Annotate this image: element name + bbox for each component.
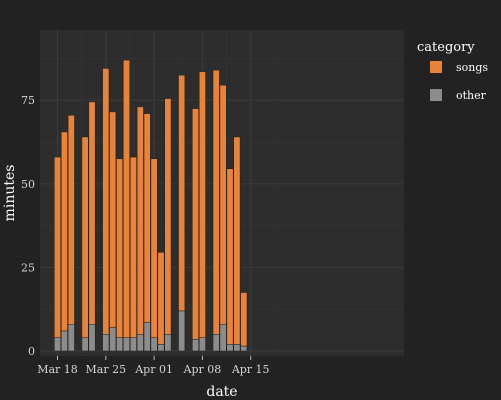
bar-songs[interactable] xyxy=(198,71,206,338)
legend-label-songs[interactable]: songs xyxy=(456,61,488,74)
bar-other[interactable] xyxy=(109,327,117,352)
bar-other[interactable] xyxy=(226,344,234,352)
bar-songs[interactable] xyxy=(212,69,220,335)
y-tick-label: 75 xyxy=(21,94,35,107)
bar-other[interactable] xyxy=(219,324,227,352)
bar-songs[interactable] xyxy=(157,252,165,345)
bar-other[interactable] xyxy=(212,334,220,352)
bar-songs[interactable] xyxy=(60,131,68,332)
bar-songs[interactable] xyxy=(219,84,227,325)
legend-title: category xyxy=(417,40,475,55)
bar-other[interactable] xyxy=(60,330,68,352)
bar-other[interactable] xyxy=(116,337,124,352)
bar-songs[interactable] xyxy=(67,115,75,325)
bar-songs[interactable] xyxy=(240,292,248,347)
bar-other[interactable] xyxy=(164,334,172,352)
bar-songs[interactable] xyxy=(54,156,61,338)
x-tick-label: Apr 08 xyxy=(183,363,222,376)
x-tick-label: Mar 18 xyxy=(37,363,78,376)
bar-songs[interactable] xyxy=(116,158,124,338)
bar-other[interactable] xyxy=(54,337,61,352)
bar-other[interactable] xyxy=(88,324,96,352)
bar-other[interactable] xyxy=(67,324,75,352)
tick-labels: 0 25 50 75 Mar 18 Mar 25 Apr 01 Apr 08 Apr 15 xyxy=(21,94,270,376)
bar-songs[interactable] xyxy=(81,136,89,338)
legend: category songs other xyxy=(417,40,488,102)
y-axis-title: minutes xyxy=(2,165,18,222)
bar-other[interactable] xyxy=(81,337,89,352)
bar-other[interactable] xyxy=(150,337,158,352)
bar-other[interactable] xyxy=(178,310,186,352)
bar-other[interactable] xyxy=(240,345,248,352)
bar-songs[interactable] xyxy=(233,136,241,345)
x-axis-title: date xyxy=(206,384,237,400)
bar-other[interactable] xyxy=(136,334,144,352)
bar-songs[interactable] xyxy=(88,101,96,325)
legend-swatch-songs[interactable] xyxy=(430,61,442,73)
bar-songs[interactable] xyxy=(178,74,186,312)
bar-other[interactable] xyxy=(233,344,241,352)
legend-swatch-other[interactable] xyxy=(430,89,442,101)
bar-other[interactable] xyxy=(198,337,206,352)
bar-songs[interactable] xyxy=(143,113,151,323)
bar-other[interactable] xyxy=(143,322,151,352)
bar-other[interactable] xyxy=(157,344,165,352)
bar-other[interactable] xyxy=(192,339,199,352)
y-tick-label: 50 xyxy=(21,178,35,191)
bar-songs[interactable] xyxy=(129,156,137,338)
bar-songs[interactable] xyxy=(226,168,234,345)
y-tick-label: 0 xyxy=(28,345,35,358)
bar-songs[interactable] xyxy=(150,158,158,338)
bar-songs[interactable] xyxy=(102,68,110,335)
bar-songs[interactable] xyxy=(123,59,130,338)
bar-other[interactable] xyxy=(123,337,130,352)
y-tick-label: 25 xyxy=(21,261,35,274)
bar-other[interactable] xyxy=(102,334,110,352)
bar-other[interactable] xyxy=(129,337,137,352)
x-tick-label: Apr 01 xyxy=(134,363,173,376)
bar-songs[interactable] xyxy=(164,98,172,335)
bar-songs[interactable] xyxy=(192,108,199,340)
bar-songs[interactable] xyxy=(136,106,144,335)
x-tick-label: Apr 15 xyxy=(231,363,270,376)
bars xyxy=(54,59,248,352)
x-tick-label: Mar 25 xyxy=(86,363,127,376)
legend-label-other[interactable]: other xyxy=(456,89,487,102)
bar-songs[interactable] xyxy=(109,111,117,328)
